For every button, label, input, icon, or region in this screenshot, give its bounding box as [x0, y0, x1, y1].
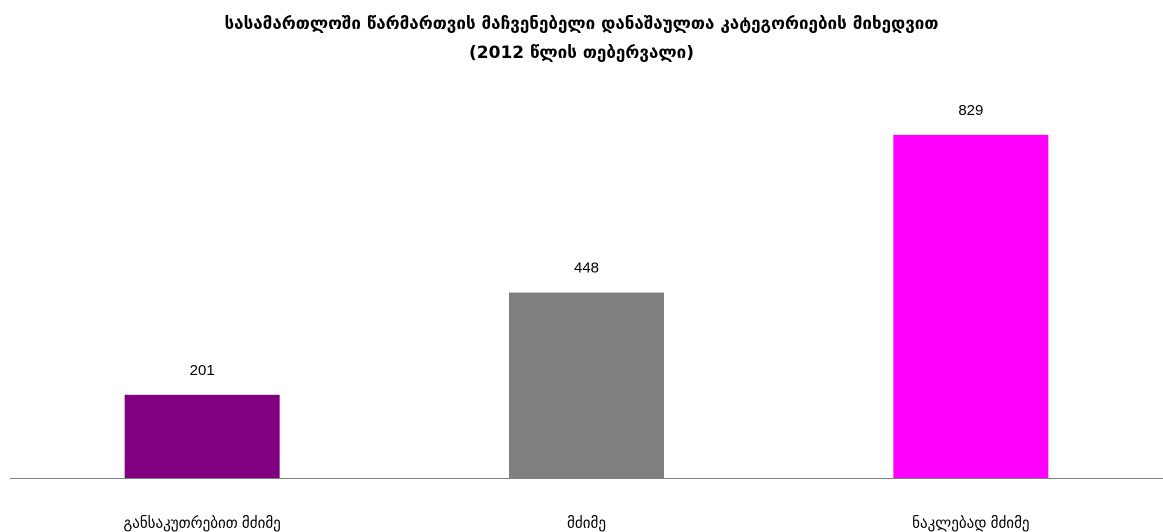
category-label-1: განსაკუთრებით მძიმე	[124, 515, 281, 532]
chart-title-line-1: სასამართლოში წარმართვის მაჩვენებელი დანა…	[224, 14, 939, 34]
bar-3	[893, 134, 1049, 479]
value-label-1: 201	[190, 362, 215, 379]
bar-2	[509, 292, 664, 478]
chart-title: სასამართლოში წარმართვის მაჩვენებელი დანა…	[0, 10, 1163, 68]
value-label-2: 448	[574, 260, 599, 277]
category-labels-group: განსაკუთრებით მძიმე მძიმე ნაკლებად მძიმე	[124, 515, 1030, 532]
bars-group	[124, 134, 1049, 479]
bar-1	[124, 394, 280, 478]
value-label-3: 829	[958, 102, 983, 119]
category-label-2: მძიმე	[567, 515, 606, 532]
chart-title-line-2: (2012 წლის თებერვალი)	[469, 43, 694, 63]
value-labels-group: 201 448 829	[190, 102, 984, 379]
category-label-3: ნაკლებად მძიმე	[912, 515, 1029, 532]
